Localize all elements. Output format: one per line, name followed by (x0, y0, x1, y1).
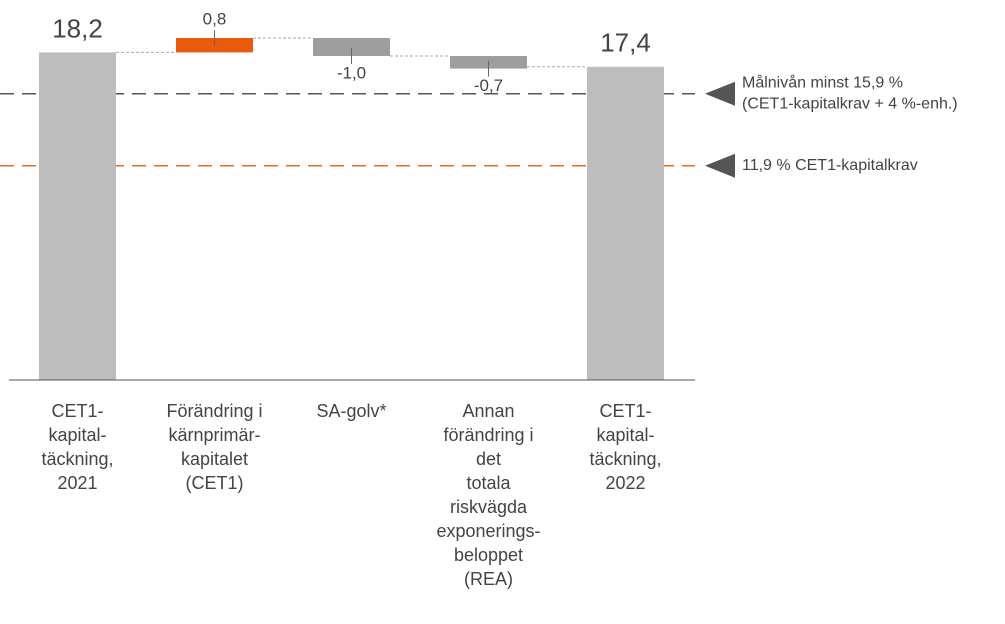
reference-label: 11,9 % CET1-kapitalkrav (742, 157, 918, 174)
value-label: -0,7 (474, 76, 503, 95)
bar (313, 38, 390, 56)
x-tick-label: Förändring i (166, 401, 262, 421)
x-tick-label: kapital- (48, 425, 106, 445)
x-tick-label: förändring i (443, 425, 533, 445)
x-tick-label: det (476, 449, 501, 469)
x-tick-label: 2022 (605, 473, 645, 493)
x-tick-label: täckning, (589, 449, 661, 469)
value-label: -1,0 (337, 63, 366, 82)
x-tick-label: Annan (462, 401, 514, 421)
x-tick-label: kapitalet (181, 449, 248, 469)
x-tick-label: CET1- (599, 401, 651, 421)
x-tick-label: 2021 (57, 473, 97, 493)
value-label: 0,8 (203, 9, 227, 28)
x-tick-label: totala (466, 473, 511, 493)
x-tick-label: riskvägda (450, 497, 528, 517)
x-tick-label: (REA) (464, 569, 513, 589)
x-tick-label: (CET1) (186, 473, 244, 493)
x-tick-label: beloppet (454, 545, 523, 565)
x-tick-label: täckning, (41, 449, 113, 469)
reference-arrow (705, 81, 735, 106)
x-tick-label: exponerings- (436, 521, 540, 541)
reference-arrow (705, 153, 735, 178)
value-label: 17,4 (600, 28, 651, 58)
x-tick-label: kärnprimär- (168, 425, 260, 445)
reference-label: Målnivån minst 15,9 % (742, 74, 903, 92)
bar (587, 66, 664, 381)
x-tick-label: CET1- (51, 401, 103, 421)
bar (39, 52, 116, 381)
value-label: 18,2 (52, 13, 103, 43)
x-tick-label: SA-golv* (316, 401, 386, 421)
reference-label: (CET1-kapitalkrav + 4 %-enh.) (742, 96, 958, 113)
x-tick-label: kapital- (596, 425, 654, 445)
